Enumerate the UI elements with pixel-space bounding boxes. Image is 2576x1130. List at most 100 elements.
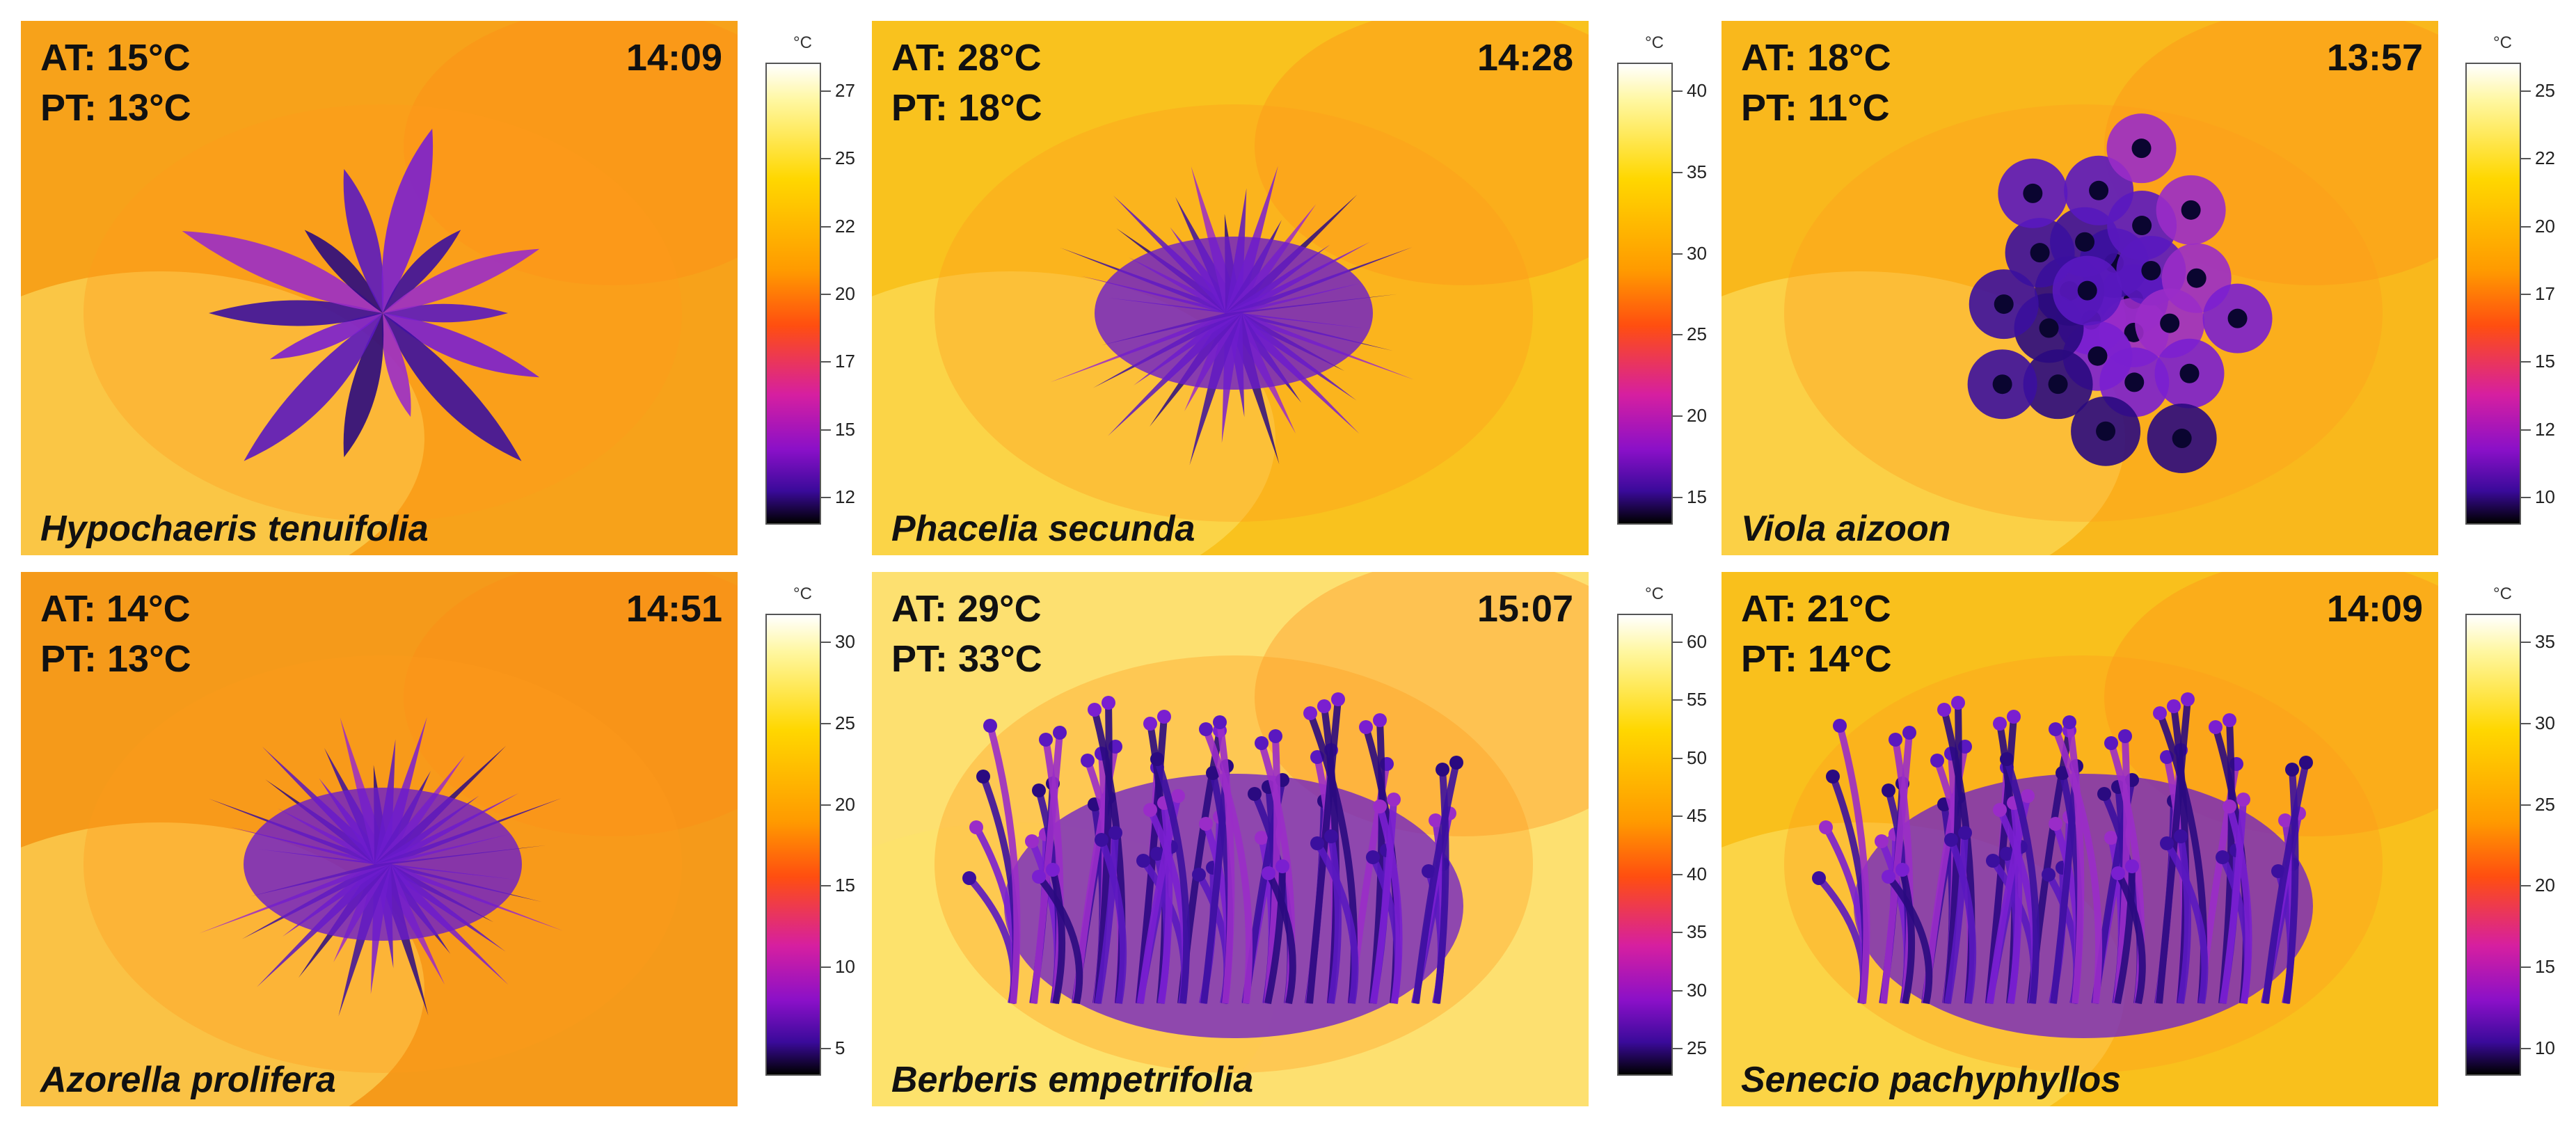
thermal-panel: AT: 15°C PT: 13°C 14:09 Hypochaeris tenuifo…	[21, 21, 738, 555]
color-scale: °C 27 25 22 20 17 15 12	[765, 33, 863, 529]
scale-tick-label: 15	[835, 875, 855, 896]
species-name: Viola aizoon	[1741, 509, 1951, 549]
scale-tick	[1673, 699, 1683, 701]
scale-tick-label: 27	[835, 80, 855, 101]
scale-tick-label: 25	[2535, 793, 2555, 815]
scale-tick-label: 22	[2535, 148, 2555, 169]
scale-tick-label: 25	[835, 712, 855, 733]
scale-tick-label: 40	[1687, 80, 1707, 101]
scale-tick-label: 55	[1687, 689, 1707, 710]
scale-tick-label: 30	[1687, 242, 1707, 264]
air-temperature: AT: 14°C	[40, 588, 191, 630]
scale-tick	[821, 429, 831, 431]
thermal-image	[1722, 572, 2438, 1106]
scale-tick	[821, 966, 831, 969]
scale-tick	[2521, 885, 2531, 887]
plant-temperature: PT: 18°C	[891, 87, 1042, 129]
species-name: Hypochaeris tenuifolia	[40, 509, 429, 549]
timestamp: 14:28	[1477, 37, 1573, 79]
air-temperature: AT: 15°C	[40, 37, 191, 79]
color-scale: °C 40 35 30 25 20 15	[1617, 33, 1715, 529]
plant-silhouette	[1812, 692, 2313, 1038]
species-name: Senecio pachyphyllos	[1741, 1060, 2122, 1100]
scale-tick-label: 20	[835, 793, 855, 815]
air-temperature: AT: 29°C	[891, 588, 1042, 630]
scale-tick	[821, 90, 831, 92]
timestamp: 14:51	[626, 588, 722, 630]
scale-tick-label: 30	[1687, 979, 1707, 1001]
scale-tick	[1673, 989, 1683, 992]
scale-tick-label: 50	[1687, 747, 1707, 768]
plant-temperature: PT: 13°C	[40, 87, 191, 129]
thermal-image	[872, 572, 1589, 1106]
color-scale: °C 30 25 20 15 10 5	[765, 584, 863, 1080]
unit-label: °C	[2493, 584, 2512, 603]
scale-tick	[821, 1048, 831, 1049]
color-scale-bar	[1617, 63, 1673, 525]
species-name: Berberis empetrifolia	[891, 1060, 1254, 1100]
scale-tick	[1673, 90, 1683, 92]
unit-label: °C	[793, 584, 812, 603]
color-scale: °C 25 22 20 17 15 12 10	[2465, 33, 2563, 529]
plant-silhouette	[199, 717, 563, 1017]
unit-label: °C	[793, 33, 812, 52]
scale-tick-label: 25	[1687, 324, 1707, 345]
scale-tick-label: 22	[835, 215, 855, 237]
scale-tick	[2521, 294, 2531, 295]
thermal-panel: AT: 29°C PT: 33°C 15:07 Berberis empetrifol…	[872, 572, 1589, 1106]
scale-tick	[821, 642, 831, 643]
scale-tick	[1673, 932, 1683, 934]
scale-tick-label: 35	[1687, 161, 1707, 182]
plant-temperature: PT: 13°C	[40, 638, 191, 680]
scale-tick	[2521, 1048, 2531, 1049]
scale-tick-label: 30	[835, 631, 855, 652]
scale-tick	[1673, 415, 1683, 417]
scale-tick	[2521, 225, 2531, 228]
timestamp: 14:09	[626, 37, 722, 79]
scale-tick-label: 5	[835, 1037, 845, 1058]
unit-label: °C	[1645, 33, 1664, 52]
thermal-image	[872, 21, 1589, 555]
color-scale-bar	[1617, 614, 1673, 1076]
plant-silhouette	[962, 692, 1463, 1038]
plant-temperature: PT: 11°C	[1741, 87, 1890, 129]
scale-tick-label: 12	[2535, 418, 2555, 440]
timestamp: 15:07	[1477, 588, 1573, 630]
air-temperature: AT: 21°C	[1741, 588, 1891, 630]
scale-tick	[1673, 815, 1683, 818]
scale-tick	[2521, 804, 2531, 806]
scale-tick-label: 20	[835, 283, 855, 304]
scale-tick	[1673, 253, 1683, 255]
unit-label: °C	[2493, 33, 2512, 52]
scale-tick-label: 17	[835, 351, 855, 372]
scale-tick-label: 10	[2535, 1037, 2555, 1058]
scale-tick-label: 45	[1687, 805, 1707, 827]
thermal-panel: AT: 18°C PT: 11°C 13:57 Viola aizoon	[1722, 21, 2438, 555]
unit-label: °C	[1645, 584, 1664, 603]
scale-tick	[2521, 497, 2531, 498]
color-scale: °C 35 30 25 20 15 10	[2465, 584, 2563, 1080]
thermal-image	[21, 21, 738, 555]
scale-tick-label: 40	[1687, 863, 1707, 884]
thermal-image	[1722, 21, 2438, 555]
color-scale-bar	[765, 63, 821, 525]
scale-tick	[821, 722, 831, 724]
scale-tick-label: 20	[1687, 405, 1707, 427]
scale-tick	[2521, 90, 2531, 92]
scale-tick	[821, 361, 831, 363]
scale-tick	[1673, 334, 1683, 336]
scale-tick	[821, 885, 831, 887]
scale-tick	[2521, 722, 2531, 724]
scale-tick-label: 17	[2535, 283, 2555, 304]
scale-tick-label: 60	[1687, 631, 1707, 652]
scale-tick	[821, 804, 831, 806]
species-name: Phacelia secunda	[891, 509, 1195, 549]
timestamp: 14:09	[2326, 588, 2423, 630]
color-scale: °C 60 55 50 45 40 35 30 25	[1617, 584, 1715, 1080]
scale-tick	[2521, 361, 2531, 363]
scale-tick-label: 12	[835, 486, 855, 507]
scale-tick	[2521, 642, 2531, 643]
color-scale-bar	[765, 614, 821, 1076]
plant-silhouette	[182, 128, 540, 461]
air-temperature: AT: 28°C	[891, 37, 1042, 79]
